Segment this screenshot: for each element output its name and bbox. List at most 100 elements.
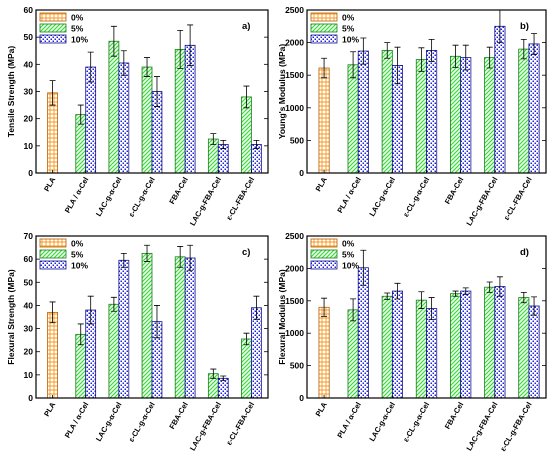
error-bar bbox=[452, 290, 459, 297]
y-tick-label: 20 bbox=[24, 347, 34, 357]
y-tick-label: 0 bbox=[299, 168, 304, 178]
x-tick-label: FBA-Cel bbox=[443, 176, 466, 206]
bar-5pct-2 bbox=[381, 295, 393, 399]
legend-swatch bbox=[310, 238, 338, 248]
y-tick-label: 50 bbox=[24, 32, 34, 42]
legend-swatch bbox=[39, 34, 67, 44]
error-bar bbox=[428, 297, 435, 320]
error-bar bbox=[360, 37, 367, 65]
y-tick-label: 1500 bbox=[285, 296, 304, 306]
error-bar bbox=[350, 51, 357, 79]
y-tick-label: 10 bbox=[24, 141, 34, 151]
error-bar bbox=[153, 305, 160, 339]
error-bar bbox=[531, 33, 538, 55]
y-tick-label: 1000 bbox=[285, 103, 304, 113]
bar-10pct-4 bbox=[184, 257, 196, 399]
x-tick-label: PLA / α-Cel bbox=[63, 176, 91, 215]
error-bar bbox=[394, 46, 401, 85]
error-bar bbox=[462, 287, 469, 295]
bar-10pct-3 bbox=[426, 308, 438, 399]
y-tick-label: 1000 bbox=[285, 328, 304, 338]
bar-5pct-6 bbox=[518, 48, 530, 174]
x-tick-label: ε-CL-g-α-Cel bbox=[127, 401, 157, 444]
legend-swatch bbox=[39, 238, 67, 248]
x-tick-label: PLA bbox=[314, 400, 330, 418]
error-bar bbox=[452, 44, 459, 68]
plot-frame bbox=[35, 235, 269, 399]
legend-label: 10% bbox=[71, 261, 88, 271]
bar-5pct-3 bbox=[141, 66, 153, 174]
chart-panel-0: PLA PLA / α-Cel LAC-g-α-Cel ε-CL-g-α-Cel FBA… bbox=[6, 5, 269, 228]
error-bar bbox=[520, 291, 527, 304]
y-tick-label: 2500 bbox=[285, 5, 304, 15]
y-tick-label: 0 bbox=[28, 168, 33, 178]
x-tick-label: PLA / α-Cel bbox=[335, 401, 363, 440]
chart-panel-2: PLA PLA / α-Cel LAC-g-α-Cel ε-CL-g-α-Cel FBA… bbox=[6, 231, 269, 452]
legend-label: 0% bbox=[71, 13, 84, 23]
error-bar bbox=[486, 46, 493, 69]
y-axis-label: Flexural Strength (MPa) bbox=[6, 269, 16, 365]
x-tick-label: ε-CL-g-α-Cel bbox=[401, 176, 431, 219]
legend-label: 10% bbox=[342, 261, 359, 271]
y-tick-label: 30 bbox=[24, 87, 34, 97]
plot-frame bbox=[35, 9, 269, 174]
error-bar bbox=[350, 298, 357, 322]
legend-swatch bbox=[39, 23, 67, 33]
error-bar bbox=[49, 301, 56, 324]
legend-label: 5% bbox=[71, 24, 84, 34]
y-tick-label: 60 bbox=[24, 5, 34, 15]
bar-10pct-1 bbox=[85, 66, 97, 174]
y-axis-label: Young's Modulus (MPa) bbox=[277, 44, 287, 140]
y-axis-label: Tensile Strength (MPa) bbox=[6, 46, 16, 138]
error-bar bbox=[496, 276, 503, 297]
y-tick-label: 1500 bbox=[285, 70, 304, 80]
y-tick-label: 60 bbox=[24, 254, 34, 264]
bar-10pct-1 bbox=[357, 267, 369, 399]
error-bar bbox=[418, 47, 425, 72]
x-tick-label: PLA bbox=[42, 400, 58, 418]
bar-5pct-6 bbox=[241, 338, 252, 399]
x-tick-label: ε-CL-g-α-Cel bbox=[401, 401, 431, 444]
x-tick-label: LAC-g-FBA-Cel bbox=[188, 176, 223, 228]
error-bar bbox=[210, 133, 217, 145]
bar-0pct-0 bbox=[318, 306, 330, 399]
chart-panel-1: PLA PLA / α-Cel LAC-g-α-Cel ε-CL-g-α-Cel FBA… bbox=[277, 5, 547, 227]
error-bar bbox=[418, 291, 425, 309]
error-bar bbox=[462, 44, 469, 71]
bar-5pct-6 bbox=[241, 96, 252, 174]
error-bar bbox=[49, 80, 56, 106]
y-tick-label: 0 bbox=[299, 393, 304, 403]
bar-10pct-4 bbox=[460, 290, 472, 399]
error-bar bbox=[144, 57, 151, 77]
bar-0pct-0 bbox=[318, 67, 330, 174]
error-bar bbox=[220, 375, 227, 382]
x-tick-label: LAC-g-FBA-Cel bbox=[464, 401, 499, 453]
error-bar bbox=[243, 85, 250, 109]
error-bar bbox=[187, 244, 194, 272]
legend-label: 5% bbox=[71, 250, 84, 260]
bar-10pct-2 bbox=[118, 62, 130, 174]
error-bar bbox=[321, 297, 328, 317]
x-tick-label: PLA / α-Cel bbox=[63, 401, 91, 440]
legend-label: 0% bbox=[342, 239, 355, 249]
x-tick-label: LAC-g-α-Cel bbox=[94, 176, 124, 218]
chart-panel-3: PLA PLA / α-Cel LAC-g-α-Cel ε-CL-g-α-Cel FBA… bbox=[277, 231, 547, 453]
error-bar bbox=[253, 295, 260, 320]
legend-label: 10% bbox=[342, 35, 359, 45]
bar-10pct-3 bbox=[426, 50, 438, 174]
bar-10pct-6 bbox=[251, 307, 262, 399]
bar-5pct-6 bbox=[518, 297, 530, 399]
legend-swatch bbox=[39, 260, 67, 270]
bar-10pct-6 bbox=[528, 43, 540, 174]
error-bar bbox=[177, 246, 184, 268]
panel-label: a) bbox=[242, 21, 250, 32]
y-tick-label: 30 bbox=[24, 324, 34, 334]
plot-frame bbox=[306, 9, 547, 174]
legend-label: 5% bbox=[342, 24, 355, 34]
bar-5pct-3 bbox=[141, 252, 153, 399]
legend-swatch bbox=[310, 249, 338, 259]
bar-10pct-4 bbox=[460, 57, 472, 174]
error-bar bbox=[384, 292, 391, 300]
bar-5pct-2 bbox=[381, 50, 393, 174]
